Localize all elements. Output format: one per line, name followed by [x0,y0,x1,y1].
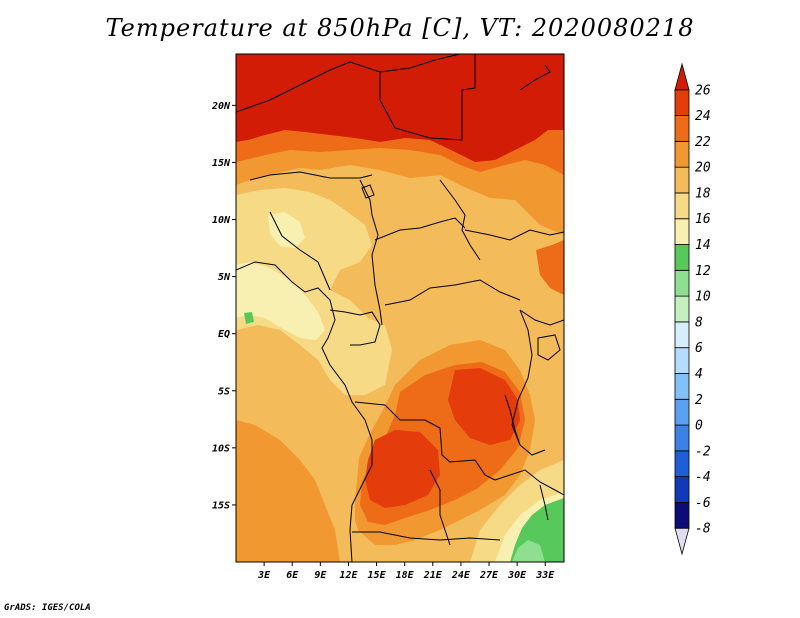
x-tick-label: 30E [507,570,527,581]
colorbar-label: 12 [695,264,711,279]
colorbar-bin [674,218,690,245]
colorbar-label: 8 [695,315,703,330]
border-great-lakes [511,309,546,456]
y-tick-label: 15N [212,158,231,169]
x-tick-label: 27E [479,570,499,581]
x-axis: 3E 6E 9E 12E 15E 18E 21E 24E 27E 30E 33E [257,562,555,581]
colorbar-label: -6 [695,496,711,511]
colorbar-bin [674,115,690,142]
colorbar-bin [674,347,690,374]
y-tick-label: 10N [212,215,231,226]
coastline-gulf-of-guinea [236,261,373,562]
field-region-26-sahara [236,54,564,162]
lake-tanganyika [504,394,521,446]
colorbar-label: 10 [695,290,711,305]
colorbar-bin [674,398,690,426]
field-region-16-gulf [236,262,325,340]
x-tick-label: 24E [451,570,471,581]
x-tick-label: 6E [286,570,299,581]
field-region-16-cameroon [268,212,305,248]
colorbar-bin [674,450,690,478]
x-tick-label: 18E [396,570,415,581]
colorbar-bin [674,321,690,349]
border-libya-chad [379,54,461,73]
plot-frame [235,53,565,563]
border-gabon-congo [329,309,381,346]
country-borders [236,54,564,562]
colorbar-bin [674,192,690,220]
colorbar-label: 24 [695,109,711,124]
colorbar-label: -4 [695,470,711,485]
map-title: Temperature at 850hPa [C], VT: 202008021… [105,14,695,42]
colorbar-bin [674,424,690,452]
field-region-22-atlantic [236,420,340,562]
colorbar-label: -2 [695,444,711,459]
field-region-12-gabon [244,312,254,324]
colorbar-bin [674,476,690,503]
y-tick-label: 20N [211,101,231,112]
y-tick-label: 5S [218,386,230,397]
y-tick-label: 15S [212,500,230,511]
colorbar-bin [674,140,690,168]
border-nigeria-niger [249,171,373,181]
lake-malawi [539,484,549,521]
colorbar-label: 2 [695,393,703,408]
border-algeria-libya-niger [236,54,476,141]
field-region-26-south-b [365,430,440,508]
colorbar-label: 16 [695,212,711,227]
x-tick-label: 3E [257,570,271,581]
y-tick-label: 5N [218,272,231,283]
y-tick-label: EQ [218,329,230,340]
y-axis: 20N 15N 10N 5N EQ 5S 10S 15S [211,101,236,511]
field-region-10-southeast [512,540,545,562]
border-east-africa [519,309,564,326]
lake-victoria [537,334,561,361]
x-tick-label: 12E [339,570,358,581]
colorbar-bin [674,269,690,297]
colorbar-bin [674,502,690,529]
x-tick-label: 33E [535,570,555,581]
border-nigeria-cameroon [269,211,331,291]
x-tick-label: 15E [368,570,387,581]
border-chad-car [374,217,466,241]
colorbar-bin-upper-triangle [674,62,690,91]
nile-red-sea-coast [519,64,551,91]
border-angola-namibia [352,531,501,541]
border-car-drc [384,279,521,306]
colorbar-bin [674,89,690,116]
border-sudan-chad [439,179,481,261]
colorbar-bin [674,244,690,271]
temperature-field [236,54,564,562]
field-region-24-east [536,240,564,295]
field-region-26-south-a [448,368,520,445]
y-tick-label: 10S [212,443,230,454]
grads-credit: GrADS: IGES/COLA [4,603,91,613]
colorbar-bin [674,295,690,323]
x-tick-label: 9E [314,570,327,581]
x-tick-label: 21E [423,570,443,581]
colorbar-label: 6 [695,341,703,356]
colorbar-label: 26 [695,83,711,98]
border-drc-angola [354,401,496,481]
colorbar-label: 20 [695,161,711,176]
colorbar-label: 18 [695,186,711,201]
border-sudan-south-sudan [464,229,564,241]
border-cameroon-car [359,179,383,326]
colorbar-bin [674,166,690,194]
colorbar-label: 4 [695,367,703,382]
colorbar-label: -8 [695,522,711,537]
colorbar-label: 0 [695,419,703,434]
border-zambia-mozambique [494,469,564,496]
colorbar-label: 14 [695,238,711,253]
lake-chad [361,184,375,199]
colorbar-bin-lower-triangle [674,527,690,556]
border-angola-zambia [429,469,451,546]
colorbar-bin [674,373,690,400]
colorbar-label: 22 [695,135,711,150]
